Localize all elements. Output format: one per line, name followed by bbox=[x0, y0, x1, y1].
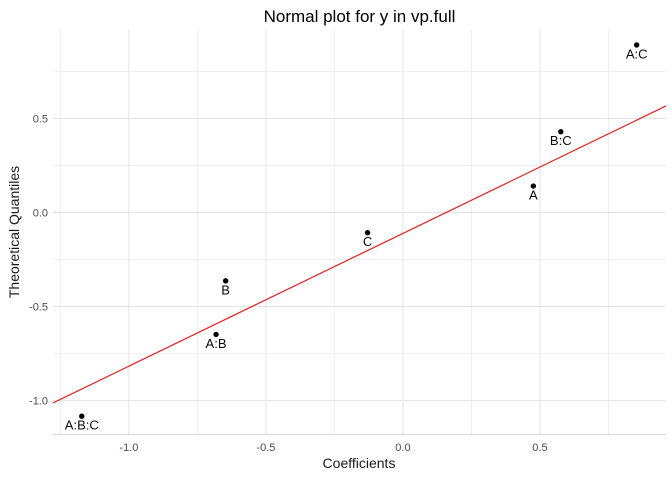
data-layer: A:B:C A:B B C A B:C A:C bbox=[52, 42, 667, 433]
data-point bbox=[633, 42, 640, 48]
point-label: B:C bbox=[550, 133, 572, 148]
y-axis-title: Theoretical Quantiles bbox=[6, 166, 22, 298]
x-tick-label: -1.0 bbox=[119, 442, 138, 454]
data-point bbox=[222, 278, 229, 284]
data-point bbox=[364, 229, 371, 236]
axis-text-layer: -1.0 -0.5 0.0 0.5 0.5 0.0 -0.5 -1.0 bbox=[29, 114, 548, 454]
x-tick-label: -0.5 bbox=[256, 442, 275, 454]
reference-line bbox=[52, 105, 667, 404]
data-point bbox=[530, 183, 537, 189]
y-tick-label: 0.0 bbox=[33, 208, 48, 220]
point-label: A:B bbox=[206, 336, 227, 351]
y-tick-label: -0.5 bbox=[29, 302, 48, 314]
x-tick-label: 0.5 bbox=[532, 442, 547, 454]
point-label: C bbox=[363, 234, 372, 249]
y-tick-label: 0.5 bbox=[33, 114, 48, 126]
point-label: A:B:C bbox=[65, 418, 99, 433]
data-point bbox=[213, 331, 219, 338]
x-axis-title: Coefficients bbox=[323, 455, 396, 471]
plot-title: Normal plot for y in vp.full bbox=[263, 7, 456, 26]
point-label: A bbox=[529, 188, 538, 203]
y-tick-label: -1.0 bbox=[29, 396, 48, 408]
x-tick-label: 0.0 bbox=[395, 442, 410, 454]
data-point bbox=[558, 128, 564, 135]
point-label: B bbox=[221, 282, 230, 297]
gridline-layer bbox=[53, 29, 666, 435]
data-point bbox=[79, 413, 85, 419]
point-label: A:C bbox=[626, 46, 648, 61]
